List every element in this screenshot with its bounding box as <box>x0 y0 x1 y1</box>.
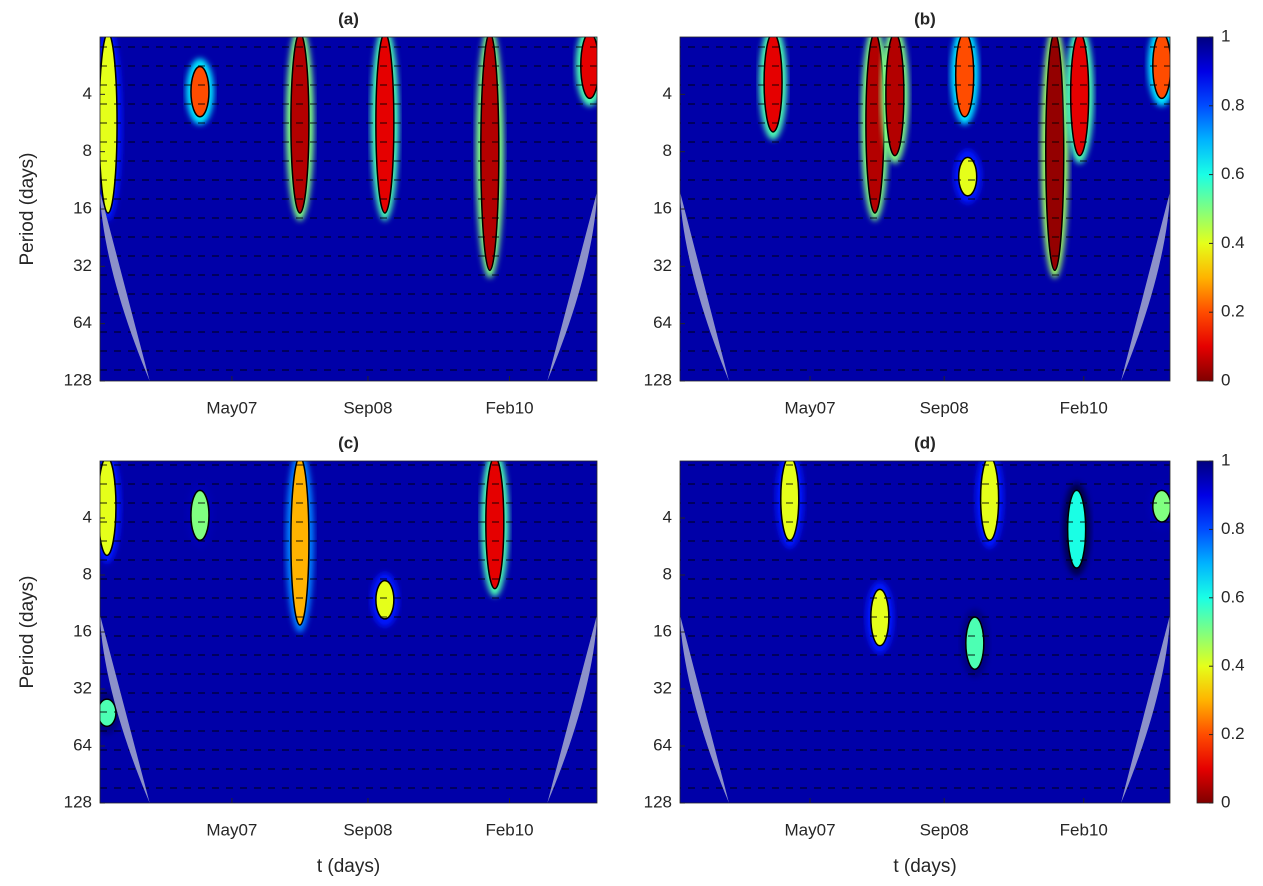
x-tick-label: Sep08 <box>343 398 392 417</box>
cone-of-influence <box>680 191 729 381</box>
x-tick-label: May07 <box>206 820 257 839</box>
y-tick-label: 4 <box>663 507 672 526</box>
y-tick-label: 8 <box>663 564 672 583</box>
x-tick-label: May07 <box>206 398 257 417</box>
x-axis-label: t (days) <box>317 856 380 877</box>
colorbar-tick-label: 0 <box>1221 370 1230 389</box>
x-tick-label: Sep08 <box>920 820 969 839</box>
colorbar-tick-label: 0.6 <box>1221 587 1245 606</box>
x-tick-label: Feb10 <box>1060 820 1108 839</box>
x-axis-label: t (days) <box>893 856 956 877</box>
y-tick-label: 8 <box>83 141 92 160</box>
x-tick-label: Feb10 <box>485 398 533 417</box>
cone-of-influence <box>1121 191 1170 381</box>
y-tick-label: 16 <box>73 621 92 640</box>
cone-of-influence <box>547 614 597 803</box>
y-tick-label: 32 <box>653 678 672 697</box>
y-tick-label: 16 <box>73 198 92 217</box>
cone-of-influence <box>680 614 729 803</box>
y-tick-label: 32 <box>73 678 92 697</box>
phase-arrows <box>100 37 597 381</box>
colorbar-tick-label: 0.6 <box>1221 164 1245 183</box>
y-tick-label: 128 <box>64 370 92 389</box>
y-tick-label: 4 <box>83 84 92 103</box>
x-tick-label: Sep08 <box>343 820 392 839</box>
x-tick-label: Feb10 <box>1060 398 1108 417</box>
y-tick-label: 4 <box>83 507 92 526</box>
colorbar-tick-label: 0.2 <box>1221 302 1245 321</box>
colorbar-tick-label: 0.2 <box>1221 724 1245 743</box>
y-axis-label: Period (days) <box>17 576 38 689</box>
panel-title: (d) <box>914 433 936 452</box>
colorbar <box>1196 460 1214 804</box>
phase-arrows <box>100 461 597 803</box>
y-tick-label: 128 <box>644 792 672 811</box>
plot-area <box>680 37 1170 381</box>
x-tick-label: Sep08 <box>920 398 969 417</box>
y-tick-label: 32 <box>73 256 92 275</box>
cone-of-influence <box>547 191 597 381</box>
colorbar-tick-label: 0.4 <box>1221 233 1245 252</box>
y-tick-label: 16 <box>653 198 672 217</box>
plot-area <box>100 461 597 803</box>
colorbar-tick-label: 0.8 <box>1221 519 1245 538</box>
y-tick-label: 64 <box>73 313 92 332</box>
colorbar <box>1196 36 1214 382</box>
y-tick-label: 128 <box>644 370 672 389</box>
phase-arrows <box>680 461 1170 803</box>
y-tick-label: 128 <box>64 792 92 811</box>
colorbar-tick-label: 0 <box>1221 792 1230 811</box>
panel-title: (a) <box>338 9 359 28</box>
phase-arrows <box>680 37 1170 381</box>
panel-title: (c) <box>338 433 359 452</box>
plot-area <box>680 461 1170 803</box>
y-tick-label: 4 <box>663 84 672 103</box>
colorbar-tick-label: 0.8 <box>1221 95 1245 114</box>
plot-area <box>100 37 597 381</box>
cone-of-influence <box>1121 614 1170 803</box>
y-tick-label: 8 <box>83 564 92 583</box>
cone-of-influence <box>100 191 150 381</box>
colorbar-tick-label: 0.4 <box>1221 656 1245 675</box>
y-tick-label: 64 <box>73 735 92 754</box>
y-axis-label: Period (days) <box>17 153 38 266</box>
y-tick-label: 64 <box>653 313 672 332</box>
y-tick-label: 32 <box>653 256 672 275</box>
colorbar-tick-label: 1 <box>1221 450 1230 469</box>
panel-title: (b) <box>914 9 936 28</box>
x-tick-label: Feb10 <box>485 820 533 839</box>
y-tick-label: 64 <box>653 735 672 754</box>
colorbar-tick-label: 1 <box>1221 26 1230 45</box>
y-tick-label: 16 <box>653 621 672 640</box>
cone-of-influence <box>100 614 150 803</box>
y-tick-label: 8 <box>663 141 672 160</box>
x-tick-label: May07 <box>785 398 836 417</box>
x-tick-label: May07 <box>785 820 836 839</box>
